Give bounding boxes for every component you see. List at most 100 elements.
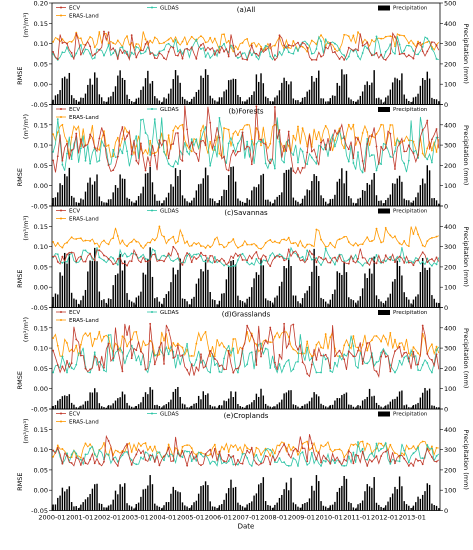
precip-bar: [197, 395, 200, 409]
precip-bar: [345, 272, 348, 308]
precip-bar: [262, 265, 265, 308]
x-tick-label: 2010-01: [316, 514, 343, 522]
gldas-marker: [283, 161, 286, 164]
precip-bar: [260, 388, 262, 409]
precip-bar: [59, 183, 61, 206]
ecv-marker: [126, 135, 128, 137]
precip-bar: [421, 392, 424, 409]
era5-marker: [412, 42, 415, 45]
ecv-marker: [334, 129, 336, 132]
precip-bar: [154, 298, 156, 308]
precip-bar: [57, 294, 59, 308]
gldas-marker: [241, 453, 244, 455]
era5-marker: [195, 243, 198, 246]
ecv-marker: [144, 260, 147, 263]
precip-bar: [435, 505, 438, 511]
era5-marker: [75, 344, 78, 347]
ecv-marker: [52, 50, 55, 53]
precip-bar: [117, 398, 119, 409]
ecv-marker: [264, 143, 267, 146]
precip-bar: [322, 198, 325, 206]
gldas-marker: [324, 247, 327, 250]
ecv-marker: [98, 462, 101, 465]
ecv-marker: [306, 258, 309, 261]
precip-bar: [410, 202, 412, 206]
gldas-marker: [209, 164, 212, 167]
y2-tick-label: 0: [444, 406, 448, 414]
precip-bar: [52, 406, 54, 409]
ecv-marker: [310, 252, 313, 255]
precip-bar: [177, 75, 179, 105]
precip-bar: [221, 293, 223, 308]
gldas-marker: [306, 163, 309, 166]
precip-bar: [329, 199, 332, 206]
gldas-marker: [417, 53, 419, 56]
precip-bar: [59, 272, 61, 308]
era5-marker: [190, 150, 193, 153]
era5-marker: [75, 455, 78, 457]
ecv-marker: [181, 450, 184, 452]
ecv-marker: [380, 455, 383, 458]
gldas-marker: [398, 43, 401, 46]
gldas-marker: [306, 463, 309, 466]
ecv-marker: [84, 462, 87, 465]
precip-bar: [89, 78, 91, 105]
y-unit-label: (m³/m³): [22, 215, 30, 240]
gldas-marker: [200, 255, 202, 258]
precip-bar: [57, 192, 59, 206]
ecv-marker: [89, 45, 92, 48]
precip-bar: [179, 82, 181, 105]
era5-marker: [52, 41, 55, 43]
gldas-marker: [278, 51, 281, 53]
y-tick-label: 0.00: [34, 182, 48, 190]
ecv-marker: [98, 369, 101, 371]
precip-bar: [311, 397, 313, 409]
precip-bar: [179, 396, 181, 409]
gldas-marker: [398, 260, 401, 263]
gldas-marker: [144, 132, 147, 134]
era5-marker: [343, 147, 346, 150]
gldas-marker: [140, 255, 142, 258]
precip-bar: [415, 404, 417, 409]
ecv-marker: [352, 355, 355, 358]
era5-marker: [75, 238, 78, 240]
gldas-marker: [343, 353, 346, 356]
gldas-marker: [426, 158, 429, 161]
era5-marker: [361, 132, 364, 134]
gldas-marker: [66, 371, 68, 374]
era5-marker: [70, 40, 73, 43]
precip-bar: [94, 72, 96, 105]
ecv-marker: [403, 261, 406, 264]
ecv-marker: [329, 149, 332, 151]
ecv-marker: [227, 453, 230, 456]
era5-marker: [227, 241, 230, 244]
precip-bar: [341, 395, 343, 409]
precip-bar: [82, 295, 84, 308]
ecv-marker: [218, 51, 221, 54]
era5-marker: [431, 149, 433, 152]
era5-marker: [250, 243, 253, 246]
precip-bar: [54, 197, 57, 206]
ecv-marker: [255, 462, 258, 465]
ecv-marker: [121, 451, 124, 454]
precip-bar: [380, 200, 382, 206]
era5-marker: [297, 125, 299, 128]
precip-bar: [285, 392, 288, 409]
era5-marker: [389, 35, 392, 38]
precip-bar: [297, 301, 299, 308]
precip-bar: [385, 200, 387, 206]
era5-marker: [260, 45, 262, 48]
precip-bar: [324, 201, 327, 206]
ecv-marker: [149, 53, 152, 55]
gldas-marker: [431, 48, 433, 50]
era5-marker: [306, 243, 309, 246]
era5-marker: [343, 456, 346, 459]
precip-bar: [315, 394, 318, 409]
precip-bar: [408, 299, 410, 308]
precip-bar: [251, 287, 253, 308]
era5-marker: [380, 241, 383, 244]
precip-bar: [311, 485, 313, 511]
precip-bar: [167, 402, 170, 409]
gldas-marker: [347, 258, 350, 261]
